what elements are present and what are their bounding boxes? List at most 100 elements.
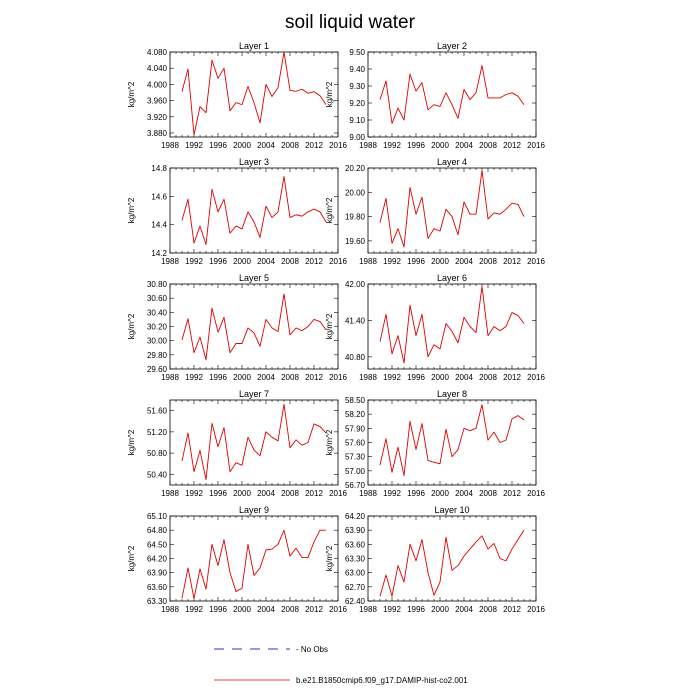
- data-point: [385, 80, 386, 81]
- y-tick-label: 30.80: [147, 280, 168, 289]
- x-tick-label: 1992: [185, 257, 203, 266]
- data-point: [433, 344, 434, 345]
- y-tick-label: 63.60: [345, 540, 366, 549]
- data-point: [199, 106, 200, 107]
- data-point: [397, 228, 398, 229]
- data-point: [433, 595, 434, 596]
- plot-frame: [169, 515, 339, 602]
- data-point: [469, 214, 470, 215]
- data-point: [397, 447, 398, 448]
- x-tick-label: 1992: [383, 605, 401, 614]
- data-point: [487, 548, 488, 549]
- x-tick-label: 1988: [359, 373, 377, 382]
- data-point: [493, 432, 494, 433]
- data-point: [229, 110, 230, 111]
- data-point: [421, 423, 422, 424]
- y-tick-label: 14.8: [151, 164, 167, 173]
- x-tick-label: 2016: [527, 605, 545, 614]
- y-tick-label: 20.00: [345, 188, 366, 197]
- x-tick-label: 1996: [407, 605, 425, 614]
- y-axis-label: kg/m^2: [325, 197, 334, 223]
- x-tick-label: 1996: [407, 141, 425, 150]
- x-tick-label: 2012: [503, 373, 521, 382]
- data-point: [451, 104, 452, 105]
- data-point: [289, 217, 290, 218]
- data-point: [481, 404, 482, 405]
- figure-title: soil liquid water: [285, 12, 416, 33]
- y-tick-label: 57.90: [345, 424, 366, 433]
- data-point: [247, 86, 248, 87]
- data-point: [499, 214, 500, 215]
- data-point: [277, 211, 278, 212]
- data-point: [439, 463, 440, 464]
- data-point: [283, 404, 284, 405]
- data-point: [505, 94, 506, 95]
- data-point: [265, 206, 266, 207]
- data-point: [271, 437, 272, 438]
- y-axis-label: kg/m^2: [325, 545, 334, 571]
- data-point: [505, 440, 506, 441]
- y-tick-label: 64.20: [345, 512, 366, 521]
- x-tick-label: 2012: [503, 257, 521, 266]
- data-point: [475, 214, 476, 215]
- data-point: [391, 472, 392, 473]
- x-tick-label: 2000: [431, 257, 449, 266]
- data-point: [301, 557, 302, 558]
- y-tick-label: 4.080: [147, 48, 168, 57]
- data-point: [277, 331, 278, 332]
- data-point: [469, 430, 470, 431]
- y-axis-label: kg/m^2: [127, 429, 136, 455]
- data-point: [289, 334, 290, 335]
- x-tick-label: 2008: [281, 605, 299, 614]
- data-point: [409, 305, 410, 306]
- plot-frame: [367, 283, 537, 370]
- data-point: [463, 428, 464, 429]
- x-tick-label: 2016: [329, 373, 347, 382]
- panel-title: Layer 9: [239, 505, 269, 515]
- x-tick-label: 1988: [161, 605, 179, 614]
- x-tick-label: 1996: [407, 373, 425, 382]
- data-point: [229, 352, 230, 353]
- y-tick-label: 30.20: [147, 323, 168, 332]
- panel-title: Layer 3: [239, 157, 269, 167]
- data-point: [499, 330, 500, 331]
- x-tick-label: 1996: [209, 141, 227, 150]
- x-tick-label: 1992: [383, 489, 401, 498]
- data-point: [283, 51, 284, 52]
- data-point: [181, 339, 182, 340]
- data-point: [289, 556, 290, 557]
- x-tick-label: 2004: [257, 373, 275, 382]
- data-point: [469, 326, 470, 327]
- series-line: [379, 285, 525, 364]
- data-point: [433, 104, 434, 105]
- y-axis-label: kg/m^2: [325, 429, 334, 455]
- data-point: [307, 326, 308, 327]
- data-point: [181, 598, 182, 599]
- data-point: [235, 343, 236, 344]
- y-tick-label: 40.80: [345, 353, 366, 362]
- data-point: [319, 95, 320, 96]
- x-tick-label: 2008: [479, 141, 497, 150]
- data-point: [211, 423, 212, 424]
- x-tick-label: 2004: [455, 257, 473, 266]
- x-tick-label: 1988: [359, 257, 377, 266]
- y-axis-label: kg/m^2: [325, 81, 334, 107]
- data-point: [217, 565, 218, 566]
- data-point: [517, 204, 518, 205]
- data-point: [199, 568, 200, 569]
- data-point: [187, 432, 188, 433]
- data-point: [385, 198, 386, 199]
- data-point: [205, 244, 206, 245]
- data-point: [265, 319, 266, 320]
- y-tick-label: 19.60: [345, 237, 366, 246]
- x-tick-label: 1988: [359, 489, 377, 498]
- data-point: [493, 326, 494, 327]
- data-point: [403, 475, 404, 476]
- x-tick-label: 2012: [503, 489, 521, 498]
- data-point: [475, 428, 476, 429]
- data-point: [265, 431, 266, 432]
- data-point: [499, 442, 500, 443]
